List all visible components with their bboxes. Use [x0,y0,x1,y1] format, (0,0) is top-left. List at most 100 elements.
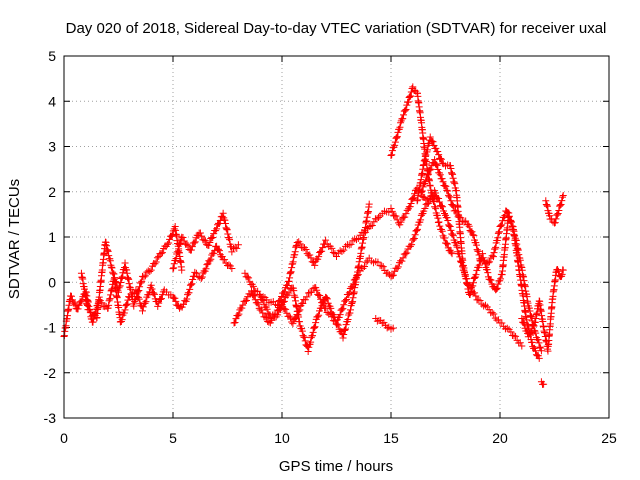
data-point [559,191,567,199]
data-point [446,193,454,201]
data-point [543,202,551,210]
data-point [308,258,316,266]
data-point [443,240,451,248]
data-point [301,333,309,341]
data-point [291,251,299,259]
data-point [147,281,155,289]
data-point [108,264,116,272]
data-point [157,295,165,303]
data-point [462,274,470,282]
data-point [345,241,353,249]
data-point [445,221,453,229]
data-point [74,305,82,313]
data-point [299,300,307,308]
data-point [360,229,368,237]
data-point [113,279,121,287]
data-point [78,297,86,305]
data-point [309,332,317,340]
data-point [434,148,442,156]
data-point [449,232,457,240]
data-point [234,312,242,320]
data-point [106,257,114,265]
data-point [475,261,483,269]
data-point [125,275,133,283]
data-point [254,287,262,295]
data-point [118,273,126,281]
data-point [446,222,454,230]
data-point [192,269,200,277]
data-point [352,275,360,283]
data-point [141,299,149,307]
data-point [559,266,567,274]
data-point [388,207,396,215]
data-point [450,178,458,186]
data-point [144,267,152,275]
data-point [186,281,194,289]
data-point [368,222,376,230]
data-point [185,289,193,297]
data-point [67,292,75,300]
data-point [558,193,566,201]
data-point [384,269,392,277]
data-point [119,269,127,277]
data-point [535,354,543,362]
data-point [410,234,418,242]
data-point [497,222,505,230]
data-point [426,166,434,174]
data-point [333,253,340,261]
data-point [228,248,236,256]
data-point [243,273,251,281]
data-point [435,195,443,203]
data-point [427,165,435,173]
data-point [362,258,370,266]
data-point [406,203,414,211]
data-point [530,322,538,330]
data-point [397,218,405,226]
data-point [479,250,487,258]
data-point [558,270,566,278]
data-point [187,246,195,254]
data-point [138,307,146,315]
data-point [439,178,447,186]
data-point [289,320,297,328]
data-point [535,339,543,347]
data-point [207,255,215,263]
data-point [438,175,446,183]
data-point [494,280,502,288]
data-point [507,218,515,226]
data-point [165,239,173,247]
data-point [221,220,229,228]
data-point [342,242,350,250]
data-point [556,202,564,210]
data-point [205,241,213,249]
data-point [112,278,120,286]
data-point [354,271,362,279]
data-point [387,204,395,212]
data-point [152,258,160,266]
data-point [123,300,131,308]
data-point [406,242,414,250]
data-point [390,143,398,151]
data-point [122,302,130,310]
data-point [153,254,161,262]
data-point [239,301,247,309]
data-point [215,220,223,228]
data-points [60,83,567,388]
data-point [241,297,249,305]
data-point [341,326,349,334]
data-point [420,157,428,165]
data-point [540,380,548,388]
x-tick-label: 5 [169,430,177,446]
data-point [489,253,497,261]
data-point [484,259,492,267]
data-point [286,274,294,282]
data-point [554,267,562,275]
data-point [158,249,166,257]
data-point [510,332,518,340]
data-point [71,300,79,308]
data-point [422,151,430,159]
data-point [189,276,197,284]
data-point [524,333,532,341]
data-point [157,250,165,258]
